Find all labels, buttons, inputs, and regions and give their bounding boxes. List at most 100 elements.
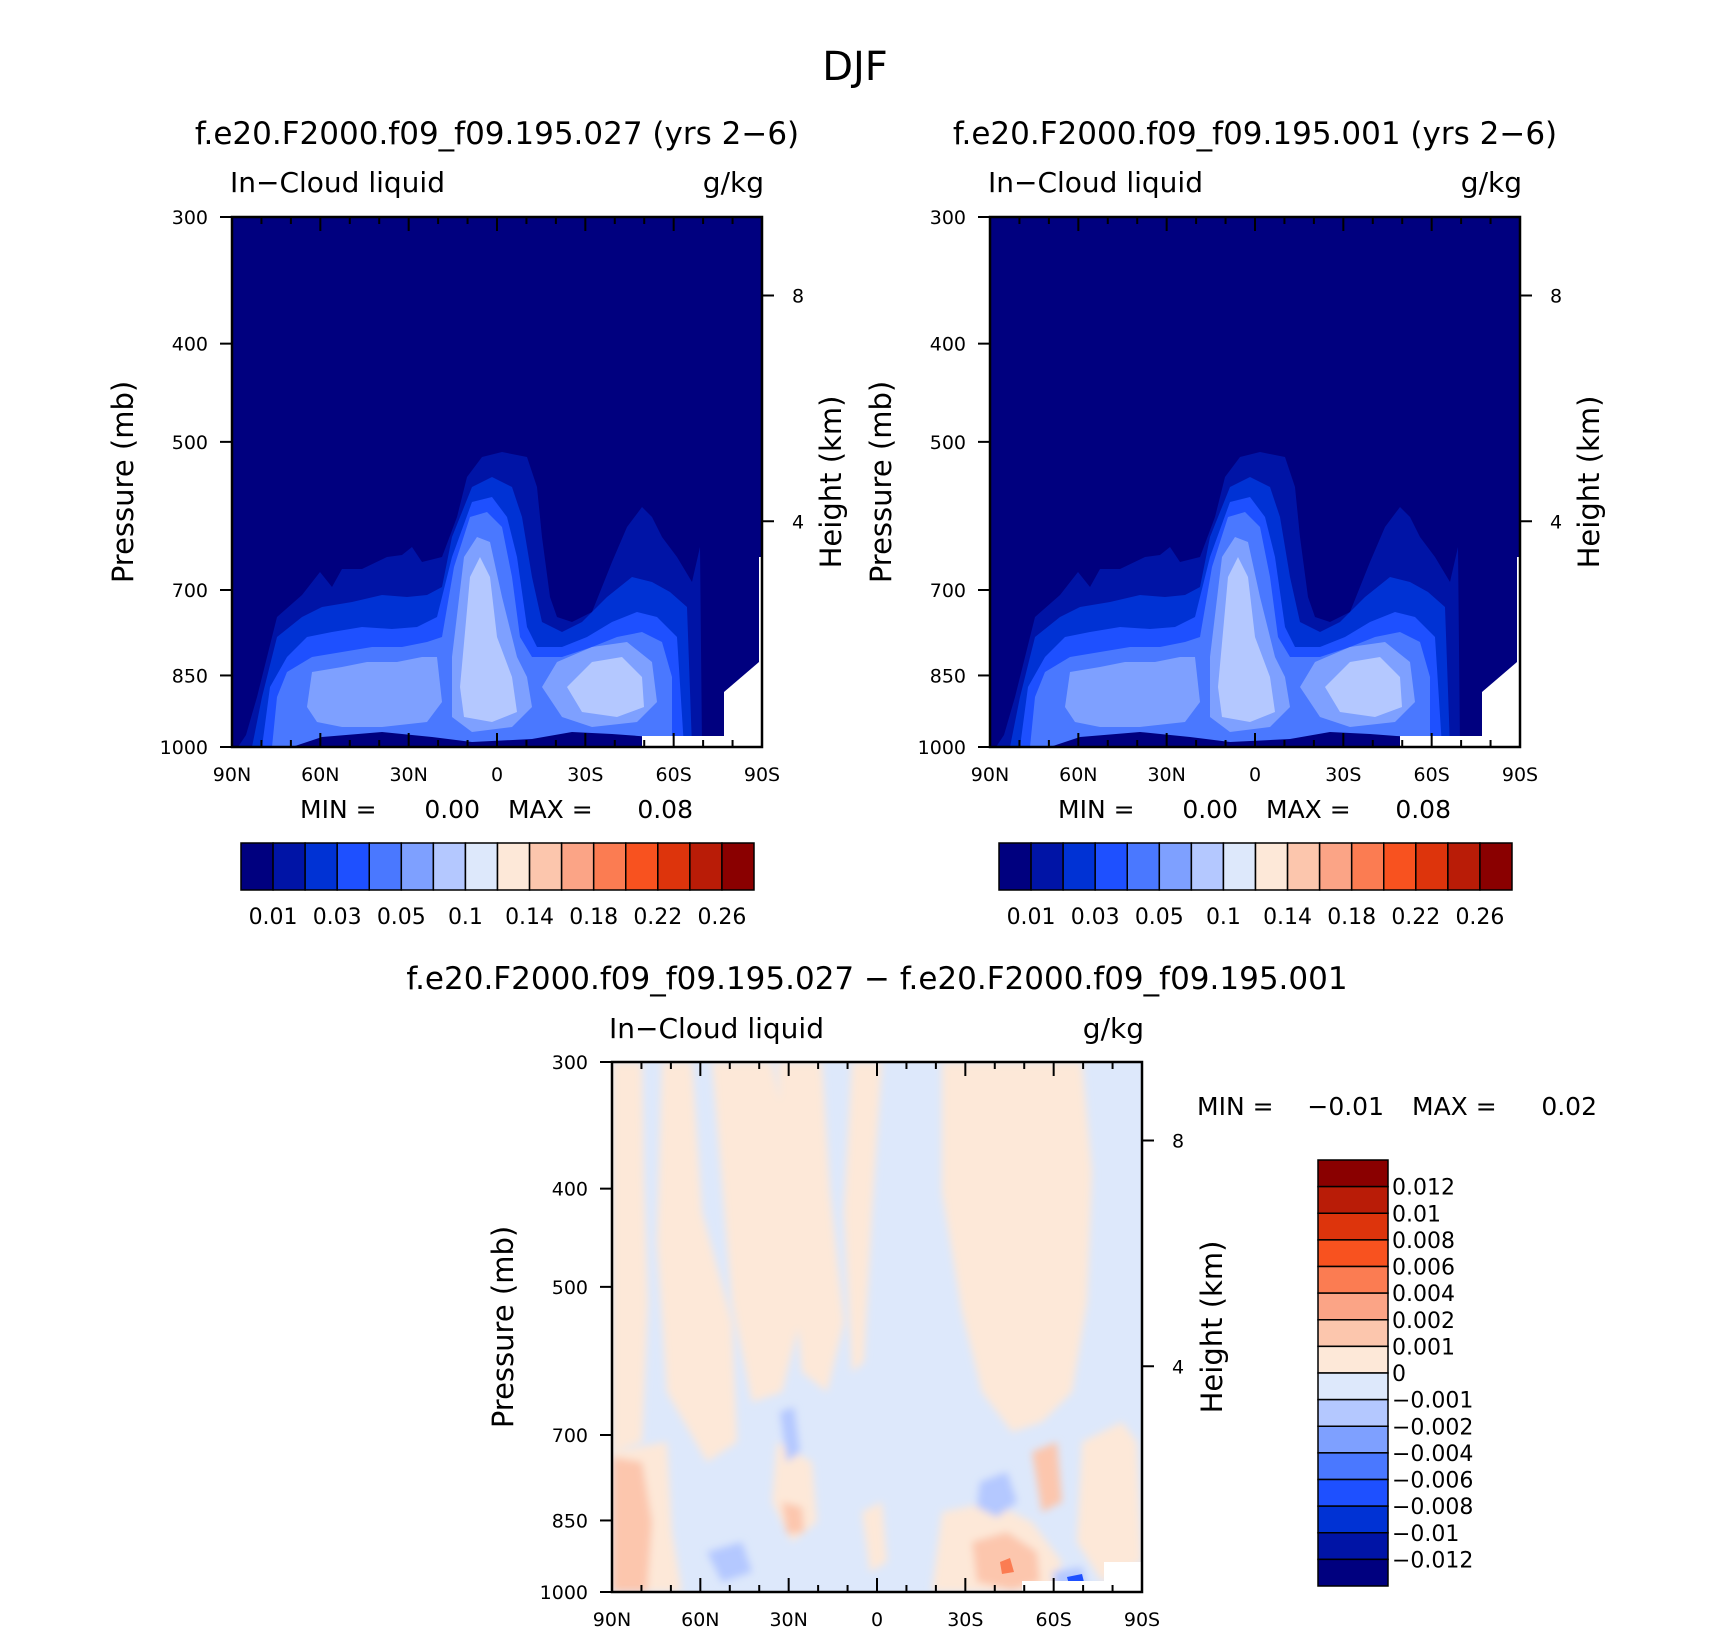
x-tick-label: 90N: [971, 764, 1009, 786]
colorbar-label: 0.18: [1327, 905, 1376, 930]
x-tick-label: 90S: [1124, 1609, 1160, 1631]
y-tick-label: 1000: [160, 737, 208, 759]
y-axis-label: Pressure (mb): [106, 381, 140, 583]
contour-positive-band: [942, 1062, 1092, 1432]
colorbar-swatch: [1030, 842, 1064, 891]
contour-level-6: [1218, 557, 1402, 722]
axes: 90N 60N 30N 0 30S 60S 90S 300 400 500 700 850 1000 8 4: [918, 207, 1562, 786]
x-tick-label: 30S: [947, 1609, 983, 1631]
y-tick-label: 700: [552, 1425, 588, 1447]
min-value: −0.01: [1307, 1092, 1384, 1121]
contour-negative-band: [780, 1407, 800, 1462]
panel-title: f.e20.F2000.f09_f09.195.027 (yrs 2−6): [195, 116, 799, 152]
missing-data: [1022, 1562, 1142, 1592]
panel-title: f.e20.F2000.f09_f09.195.027 − f.e20.F200…: [406, 961, 1347, 997]
right-tick-label: 8: [1172, 1131, 1184, 1153]
colorbar-swatch: [496, 842, 531, 891]
colorbar-swatch: [1317, 1478, 1389, 1507]
colorbar-label: −0.012: [1392, 1548, 1473, 1573]
min-value: 0.00: [424, 795, 480, 824]
x-tick-label: 0: [491, 764, 503, 786]
right-axis-label: Height (km): [814, 396, 848, 569]
colorbar-swatch: [1222, 842, 1257, 891]
y-tick-label: 300: [930, 207, 966, 229]
colorbar-swatch: [1317, 1319, 1389, 1348]
contour-positive-strong: [782, 1502, 804, 1534]
colorbar-swatch: [1317, 1292, 1389, 1321]
min-label: MIN =: [1058, 795, 1135, 824]
colorbar-swatch: [304, 842, 338, 891]
y-tick-label: 700: [930, 580, 966, 602]
min-label: MIN =: [300, 795, 377, 824]
colorbar-swatch: [998, 842, 1032, 891]
right-tick-label: 4: [792, 511, 804, 533]
colorbar-swatch: [1158, 842, 1193, 891]
colorbar-swatch: [1318, 842, 1353, 891]
colorbar-swatch: [1383, 842, 1417, 891]
colorbar-label: 0.03: [1071, 905, 1120, 930]
colorbar-swatch: [1317, 1558, 1389, 1587]
right-panel: f.e20.F2000.f09_f09.195.001 (yrs 2−6) In…: [864, 116, 1606, 930]
colorbar-label: 0.012: [1392, 1176, 1455, 1201]
x-tick-label: 30N: [389, 764, 427, 786]
y-tick-label: 300: [552, 1052, 588, 1074]
right-tick-label: 4: [1172, 1356, 1184, 1378]
colorbar-swatch: [1317, 1265, 1389, 1294]
colorbar-swatch: [400, 842, 435, 891]
colorbar-label: 0.002: [1392, 1309, 1455, 1334]
x-tick-label: 60S: [1036, 1609, 1072, 1631]
x-tick-label: 60N: [1059, 764, 1097, 786]
colorbar-label: −0.001: [1392, 1389, 1473, 1414]
axes: 90N 60N 30N 0 30S 60S 90S 300 400 500 700 850 1000 8 4: [160, 207, 804, 786]
contour-positive-band: [657, 1062, 737, 1462]
colorbar-label: −0.002: [1392, 1415, 1473, 1440]
x-tick-label: 30S: [567, 764, 603, 786]
figure-title: DJF: [822, 44, 888, 90]
colorbar-swatch: [272, 842, 306, 891]
min-value: 0.00: [1182, 795, 1238, 824]
y-tick-label: 850: [172, 665, 208, 687]
field-label: In−Cloud liquid: [230, 166, 445, 199]
colorbar-swatch: [336, 842, 370, 891]
colorbar-swatch: [1350, 842, 1385, 891]
x-tick-label: 30S: [1325, 764, 1361, 786]
colorbar-swatch: [1317, 1185, 1389, 1214]
colorbar-swatch: [721, 842, 755, 891]
max-value: 0.08: [637, 795, 693, 824]
missing-data: [642, 557, 762, 747]
colorbar-swatch: [240, 842, 274, 891]
y-tick-label: 400: [930, 334, 966, 356]
colorbar-label: −0.004: [1392, 1442, 1473, 1467]
y-tick-label: 500: [930, 432, 966, 454]
colorbar-swatch: [1447, 842, 1481, 891]
contour-positive-band: [777, 1062, 844, 1392]
x-tick-label: 90S: [744, 764, 780, 786]
contour-positive-band: [612, 1062, 648, 1452]
contour-positive-max: [1000, 1558, 1014, 1574]
colorbar-label: 0.05: [1135, 905, 1184, 930]
left-panel: f.e20.F2000.f09_f09.195.027 (yrs 2−6) In…: [106, 116, 848, 930]
x-tick-label: 90N: [213, 764, 251, 786]
x-tick-label: 60N: [301, 764, 339, 786]
y-tick-label: 500: [172, 432, 208, 454]
contour-positive-band: [772, 1442, 817, 1542]
right-tick-label: 8: [792, 286, 804, 308]
contour-positive-band: [1077, 1422, 1142, 1582]
contour-level-6: [460, 557, 644, 722]
right-axis-label: Height (km): [1195, 1241, 1229, 1414]
colorbar-swatch: [625, 842, 659, 891]
x-tick-label: 90S: [1502, 764, 1538, 786]
contour-level-0-floor: [1050, 732, 1460, 747]
x-tick-label: 60S: [1414, 764, 1450, 786]
contour-positive-band: [712, 1062, 802, 1402]
x-tick-label: 60S: [656, 764, 692, 786]
units-label: g/kg: [1083, 1012, 1144, 1045]
missing-data: [1400, 557, 1520, 747]
difference-panel: f.e20.F2000.f09_f09.195.027 − f.e20.F200…: [406, 961, 1597, 1631]
contour-field: [232, 217, 762, 747]
colorbar-swatch: [1317, 1425, 1389, 1454]
right-tick-label: 4: [1550, 511, 1562, 533]
contour-level-0-floor: [292, 732, 702, 747]
min-label: MIN =: [1197, 1092, 1274, 1121]
